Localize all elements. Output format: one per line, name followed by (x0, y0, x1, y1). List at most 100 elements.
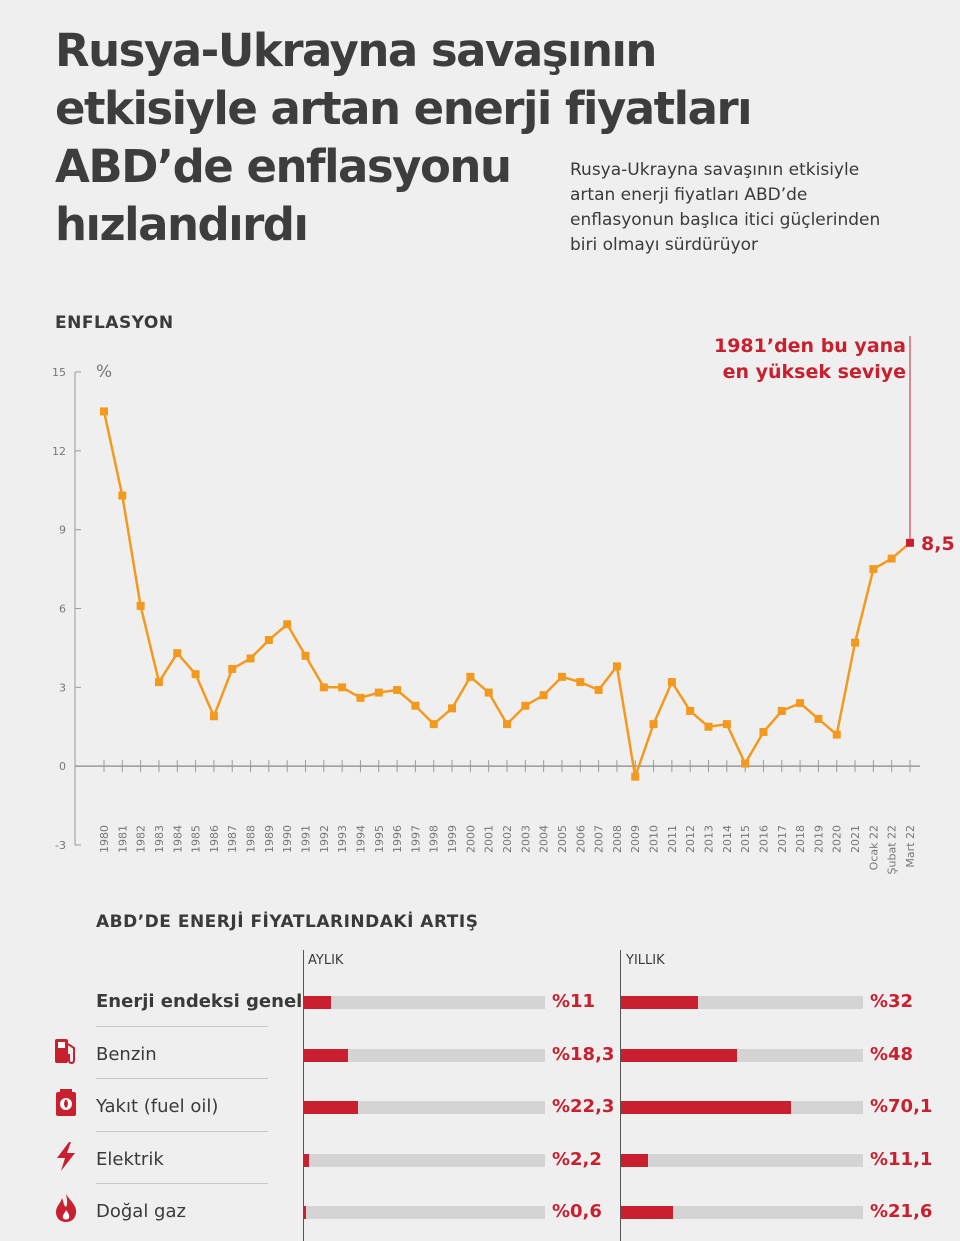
fuel-barrel-icon (52, 1088, 80, 1118)
bar-track (304, 1048, 545, 1062)
x-tick-label: 1993 (336, 825, 349, 853)
flame-icon (52, 1193, 80, 1223)
annotation-text: en yüksek seviye (723, 361, 906, 383)
energy-row: Yakıt (fuel oil) %22,3 %70,1 (0, 1063, 960, 1118)
data-point (466, 672, 475, 681)
data-point (814, 714, 823, 723)
x-tick-label: 1980 (98, 825, 111, 853)
subtitle-line: artan enerji fiyatları ABD’de (570, 185, 808, 205)
title-line: Rusya-Ukrayna savaşının (55, 24, 657, 77)
x-tick-label: 2012 (684, 825, 697, 853)
bar-track (304, 1153, 545, 1167)
monthly-column-rule (303, 950, 304, 1241)
data-point (704, 722, 713, 731)
energy-row-label: Enerji endeksi genel (96, 991, 303, 1012)
x-tick-label: 1990 (281, 825, 294, 853)
bar-track (304, 1206, 545, 1220)
data-point (576, 678, 585, 687)
x-tick-label: Şubat 22 (886, 825, 899, 874)
data-point (429, 720, 438, 729)
yearly-value-label: %32 (870, 991, 914, 1012)
y-tick-label: 12 (52, 445, 66, 458)
row-separator (96, 1130, 268, 1132)
monthly-value-label: %11 (552, 991, 596, 1012)
data-point (557, 672, 566, 681)
x-tick-label: 2020 (831, 825, 844, 853)
x-tick-label: Ocak 22 (867, 825, 880, 870)
monthly-value-label: %0,6 (552, 1201, 602, 1223)
data-point (283, 620, 292, 629)
x-tick-label: 1999 (446, 825, 459, 853)
subtitle-line: enflasyonun başlıca itici güçlerinden (570, 210, 881, 230)
x-tick-label: 1991 (300, 825, 313, 853)
subtitle-line: Rusya-Ukrayna savaşının etkisiyle (570, 160, 860, 180)
monthly-value-label: %22,3 (552, 1096, 615, 1118)
x-tick-label: 2010 (648, 825, 661, 853)
yearly-value-label: %11,1 (870, 1148, 933, 1170)
y-tick-label: 3 (59, 681, 66, 694)
x-tick-label: 2014 (721, 825, 734, 853)
x-tick-label: 1981 (116, 825, 129, 853)
energy-row-label: Doğal gaz (96, 1201, 186, 1223)
data-point (722, 720, 731, 729)
yearly-bar (621, 1153, 648, 1167)
yearly-bar (621, 996, 699, 1009)
row-separator (96, 1025, 268, 1027)
data-point (173, 649, 182, 658)
x-tick-label: 1984 (171, 825, 184, 853)
bar-track (304, 1101, 545, 1115)
yearly-bar (621, 1206, 674, 1220)
inflation-section-label: ENFLASYON (55, 313, 174, 333)
title-line: etkisiyle artan enerji fiyatları (55, 82, 753, 135)
latest-data-point (906, 538, 914, 547)
x-tick-label: 2004 (538, 825, 551, 853)
data-point (667, 678, 676, 687)
data-point (228, 664, 237, 673)
yearly-bar (621, 1101, 791, 1115)
energy-bar-chart: AYLIK YILLIK Enerji endeksi genel %11 %32 B… (0, 950, 960, 1241)
row-separator (96, 1078, 268, 1080)
energy-row: Elektrik %2,2 %11,1 (0, 1116, 960, 1171)
lightning-icon (52, 1141, 80, 1171)
data-point (539, 691, 548, 700)
data-point (319, 683, 328, 692)
x-tick-label: 2001 (483, 825, 496, 853)
x-tick-label: 2003 (519, 825, 532, 853)
y-axis-label: % (96, 362, 112, 382)
monthly-bar (304, 996, 331, 1009)
x-tick-label: 2005 (556, 825, 569, 853)
x-tick-label: 1982 (135, 825, 148, 853)
subtitle: Rusya-Ukrayna savaşının etkisiyle artan … (570, 158, 930, 258)
x-tick-label: 1998 (428, 825, 441, 853)
data-point (631, 772, 640, 781)
x-tick-label: 2009 (629, 825, 642, 853)
yearly-value-label: %21,6 (870, 1201, 933, 1223)
x-tick-label: 2007 (593, 825, 606, 853)
energy-row-label: Yakıt (fuel oil) (96, 1096, 219, 1118)
row-separator (96, 1183, 268, 1185)
page-title: Rusya-Ukrayna savaşının etkisiyle artan … (55, 22, 815, 254)
x-tick-label: 2019 (812, 825, 825, 853)
energy-row: Doğal gaz %0,6 %21,6 (0, 1168, 960, 1223)
data-point (264, 636, 273, 645)
data-point (191, 670, 200, 679)
y-tick-label: 6 (59, 603, 66, 616)
data-point (393, 685, 402, 694)
x-tick-label: 1992 (318, 825, 331, 853)
data-point (503, 720, 511, 729)
data-point (649, 720, 658, 729)
bar-track (621, 1101, 863, 1115)
inflation-line-chart: -3 0 3 6 9 12 15 % 1980 1981 1982 1983 1984 1985 1986 1… (52, 335, 955, 874)
data-point (796, 699, 805, 708)
energy-section-label: ABD’DE ENERJİ FİYATLARINDAKİ ARTIŞ (96, 912, 479, 932)
data-point (777, 706, 786, 715)
title-line: ABD’de enflasyonu (55, 140, 512, 193)
x-tick-label: 1986 (208, 825, 221, 853)
bar-track (621, 1048, 863, 1062)
x-tick-label: 2013 (703, 825, 716, 853)
y-tick-label: -3 (55, 839, 66, 852)
energy-row: Benzin %18,3 %48 (0, 1011, 960, 1065)
data-point (136, 601, 145, 610)
data-point (887, 554, 896, 563)
data-point (484, 688, 493, 697)
